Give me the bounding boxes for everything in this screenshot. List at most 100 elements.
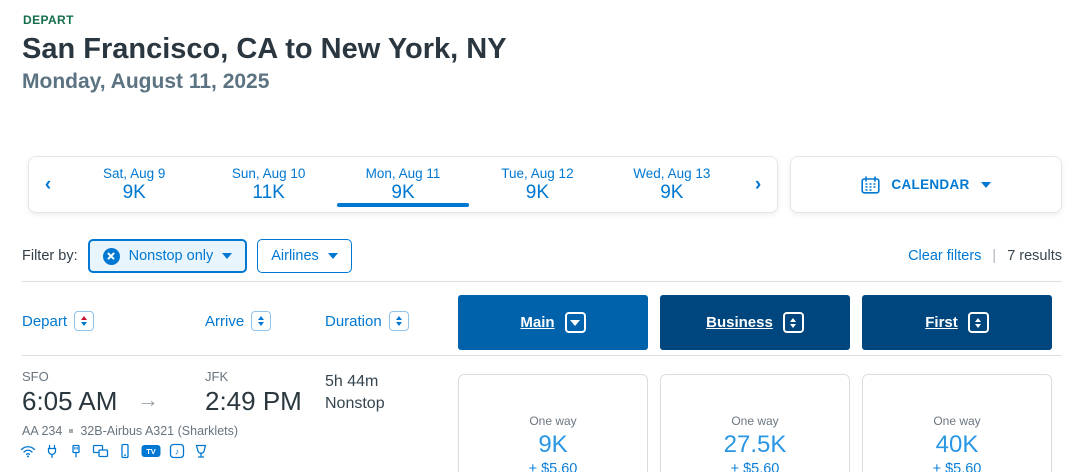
date-label: Sun, Aug 10 xyxy=(231,165,306,181)
date-award-price: 9K xyxy=(660,181,684,203)
live-tv-icon: TV xyxy=(141,445,161,457)
date-tab-wed-aug-13[interactable]: Wed, Aug 13 9K xyxy=(605,157,739,212)
sort-arrive-button[interactable] xyxy=(251,311,272,331)
date-label: Sat, Aug 9 xyxy=(103,165,166,181)
arrow-right-icon: → xyxy=(137,387,159,412)
date-label: Wed, Aug 13 xyxy=(633,165,711,181)
sort-down-icon xyxy=(81,322,88,326)
flight-info-line: AA 234 32B-Airbus A321 (Sharklets) xyxy=(22,424,238,438)
date-tab-sun-aug-10[interactable]: Sun, Aug 10 11K xyxy=(201,157,335,212)
taxes-fees: + $5.60 xyxy=(932,460,982,472)
calendar-card: CALENDAR xyxy=(790,156,1062,213)
airlines-filter-label: Airlines xyxy=(271,248,319,264)
dropdown-icon xyxy=(564,312,586,333)
depart-eyebrow: DEPART xyxy=(23,13,74,27)
origin-block: SFO 6:05 AM xyxy=(22,369,117,416)
streaming-entertainment-icon xyxy=(92,444,109,458)
duration-column-label: Duration xyxy=(325,312,382,330)
caret-down-icon xyxy=(222,253,233,259)
sort-depart-button[interactable] xyxy=(74,311,95,331)
destination-airport-code: JFK xyxy=(205,369,229,384)
main-fare-card[interactable]: One way 9K + $5.60 xyxy=(458,374,648,472)
sort-icon xyxy=(782,312,804,333)
caret-down-icon xyxy=(327,253,338,259)
power-outlet-icon xyxy=(47,444,57,458)
chevron-right-icon: › xyxy=(754,173,762,195)
date-carousel: ‹ Sat, Aug 9 9K Sun, Aug 10 11K Mon, Aug… xyxy=(28,156,778,213)
amenity-icons: TV ♪ xyxy=(20,443,209,459)
main-cabin-label: Main xyxy=(520,314,555,331)
section-divider xyxy=(22,281,1062,282)
depart-column-label: Depart xyxy=(22,312,68,330)
arrival-time: 2:49 PM xyxy=(205,386,302,416)
nonstop-filter-label: Nonstop only xyxy=(128,248,214,264)
filter-by-label: Filter by: xyxy=(22,248,78,264)
usb-icon xyxy=(72,444,80,458)
main-cabin-column-button[interactable]: Main xyxy=(458,295,648,350)
date-tab-mon-aug-11-selected[interactable]: Mon, Aug 11 9K xyxy=(336,157,470,212)
previous-dates-button[interactable]: ‹ xyxy=(29,157,67,212)
separator-square xyxy=(69,429,74,433)
first-cabin-column-button[interactable]: First xyxy=(862,295,1052,350)
aircraft-type: 32B-Airbus A321 (Sharklets) xyxy=(80,424,239,438)
arrive-column-label: Arrive xyxy=(205,312,245,330)
music-icon: ♪ xyxy=(169,443,185,459)
date-award-price: 9K xyxy=(525,181,550,203)
caret-down-icon xyxy=(980,181,991,188)
first-fare-card[interactable]: One way 40K + $5.60 xyxy=(862,374,1052,472)
arrive-column-header: Arrive xyxy=(205,311,272,331)
next-dates-button[interactable]: › xyxy=(739,157,777,212)
destination-block: JFK 2:49 PM xyxy=(205,369,302,416)
refreshments-icon xyxy=(195,444,207,458)
results-count: 7 results xyxy=(1007,248,1062,264)
flight-stops: Nonstop xyxy=(325,395,385,412)
trip-type-label: One way xyxy=(731,413,779,428)
business-cabin-label: Business xyxy=(706,314,773,331)
nonstop-only-filter[interactable]: Nonstop only xyxy=(87,239,248,273)
selected-date-underline xyxy=(337,203,470,207)
chevron-left-icon: ‹ xyxy=(44,173,52,195)
route-title: San Francisco, CA to New York, NY xyxy=(22,33,507,65)
departure-time: 6:05 AM xyxy=(22,386,118,416)
date-award-price: 9K xyxy=(391,181,415,203)
date-label: Tue, Aug 12 xyxy=(501,165,574,181)
calendar-icon xyxy=(861,175,881,194)
sort-icon xyxy=(967,312,989,333)
clear-nonstop-filter-icon[interactable] xyxy=(102,247,120,265)
award-price: 27.5K xyxy=(723,430,787,458)
section-divider xyxy=(22,355,1062,356)
date-label: Mon, Aug 11 xyxy=(365,165,441,181)
business-fare-card[interactable]: One way 27.5K + $5.60 xyxy=(660,374,850,472)
calendar-button[interactable]: CALENDAR xyxy=(861,175,991,194)
date-tab-sat-aug-9[interactable]: Sat, Aug 9 9K xyxy=(67,157,201,212)
sort-up-icon xyxy=(395,316,402,320)
date-award-price: 11K xyxy=(252,181,285,203)
duration-block: 5h 44m Nonstop xyxy=(325,371,385,415)
taxes-fees: + $5.60 xyxy=(730,460,780,472)
personal-device-icon xyxy=(121,443,129,459)
wifi-icon xyxy=(20,446,36,458)
svg-text:♪: ♪ xyxy=(175,447,180,457)
separator-pipe: | xyxy=(992,248,997,264)
sort-down-icon xyxy=(258,322,265,326)
duration-column-header: Duration xyxy=(325,311,409,331)
depart-column-header: Depart xyxy=(22,311,95,331)
sort-up-icon xyxy=(81,316,88,320)
clear-filters-link[interactable]: Clear filters xyxy=(908,248,982,264)
airlines-filter[interactable]: Airlines xyxy=(257,239,352,273)
travel-date: Monday, August 11, 2025 xyxy=(22,70,270,93)
sort-duration-button[interactable] xyxy=(388,311,409,331)
date-award-price: 9K xyxy=(122,181,146,203)
filter-bar: Filter by: Nonstop only Airlines Clear f… xyxy=(22,238,1062,274)
first-cabin-label: First xyxy=(925,314,958,331)
filter-summary: Clear filters | 7 results xyxy=(908,248,1062,264)
date-tab-tue-aug-12[interactable]: Tue, Aug 12 9K xyxy=(470,157,604,212)
flight-number: AA 234 xyxy=(22,424,63,438)
trip-type-label: One way xyxy=(933,413,981,428)
award-price: 40K xyxy=(935,430,979,458)
business-cabin-column-button[interactable]: Business xyxy=(660,295,850,350)
flight-duration: 5h 44m xyxy=(325,373,379,390)
sort-up-icon xyxy=(258,316,265,320)
sort-down-icon xyxy=(395,322,402,326)
origin-airport-code: SFO xyxy=(22,369,49,384)
